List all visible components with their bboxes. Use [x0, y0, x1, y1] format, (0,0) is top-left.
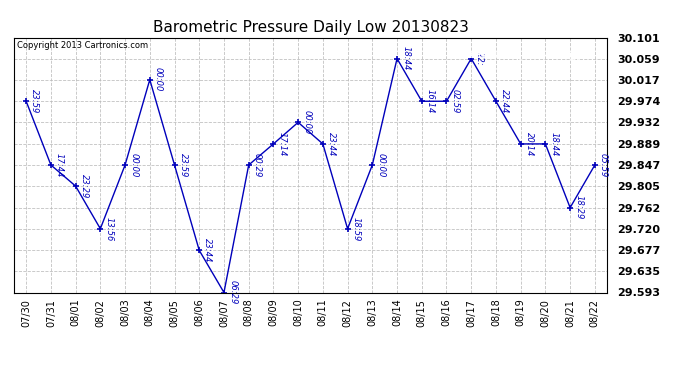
Text: 06:29: 06:29 — [228, 280, 237, 304]
Text: 23:44: 23:44 — [204, 238, 213, 262]
Text: 18:44: 18:44 — [549, 132, 558, 156]
Text: 22:44: 22:44 — [500, 89, 509, 113]
Text: 05:59: 05:59 — [599, 153, 608, 177]
Text: 00:00: 00:00 — [302, 110, 311, 135]
Text: 20:14: 20:14 — [525, 132, 534, 156]
Text: 23:44: 23:44 — [327, 132, 336, 156]
Text: 22:: 22: — [475, 52, 484, 65]
Text: 17:44: 17:44 — [55, 153, 64, 177]
Text: 18:29: 18:29 — [574, 195, 583, 220]
Title: Barometric Pressure Daily Low 20130823: Barometric Pressure Daily Low 20130823 — [152, 20, 469, 35]
Text: 00:00: 00:00 — [154, 68, 163, 92]
Text: 23:59: 23:59 — [30, 89, 39, 113]
Text: 18:59: 18:59 — [352, 217, 361, 241]
Text: 18:44: 18:44 — [401, 46, 410, 71]
Text: 17:14: 17:14 — [277, 132, 286, 156]
Text: 00:00: 00:00 — [129, 153, 138, 177]
Text: 16:14: 16:14 — [426, 89, 435, 113]
Text: Copyright 2013 Cartronics.com: Copyright 2013 Cartronics.com — [17, 41, 148, 50]
Text: 02:59: 02:59 — [451, 89, 460, 113]
Text: 00:00: 00:00 — [377, 153, 386, 177]
Text: 13:56: 13:56 — [104, 217, 113, 241]
Text: 23:59: 23:59 — [179, 153, 188, 177]
Text: 00:29: 00:29 — [253, 153, 262, 177]
Text: 23:29: 23:29 — [80, 174, 89, 198]
